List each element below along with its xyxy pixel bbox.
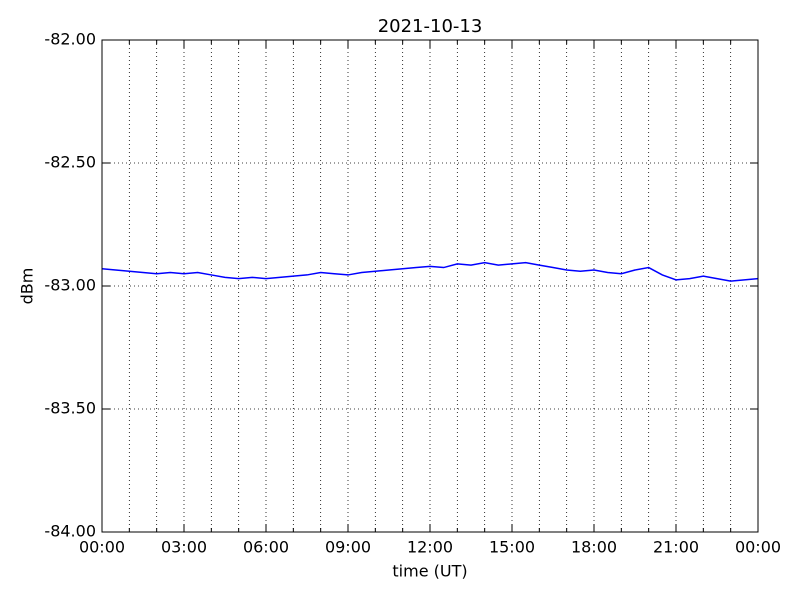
x-tick-label: 12:00 xyxy=(407,538,453,557)
y-tick-label: -82.50 xyxy=(44,153,96,172)
x-tick-label: 03:00 xyxy=(161,538,207,557)
y-axis-label: dBm xyxy=(18,268,37,305)
x-tick-label: 15:00 xyxy=(489,538,535,557)
x-tick-label: 00:00 xyxy=(79,538,125,557)
x-tick-label: 21:00 xyxy=(653,538,699,557)
data-line xyxy=(101,261,759,282)
x-tick-label: 06:00 xyxy=(243,538,289,557)
x-axis-label: time (UT) xyxy=(392,562,467,581)
y-tick-label: -83.50 xyxy=(44,399,96,418)
y-tick-label: -82.00 xyxy=(44,30,96,49)
plot-frame xyxy=(101,39,759,533)
x-tick-label: 18:00 xyxy=(571,538,617,557)
x-tick-label: 00:00 xyxy=(735,538,781,557)
x-tick-label: 09:00 xyxy=(325,538,371,557)
y-tick-label: -83.00 xyxy=(44,276,96,295)
y-tick-label: -84.00 xyxy=(44,522,96,541)
chart-title: 2021-10-13 xyxy=(378,16,483,37)
